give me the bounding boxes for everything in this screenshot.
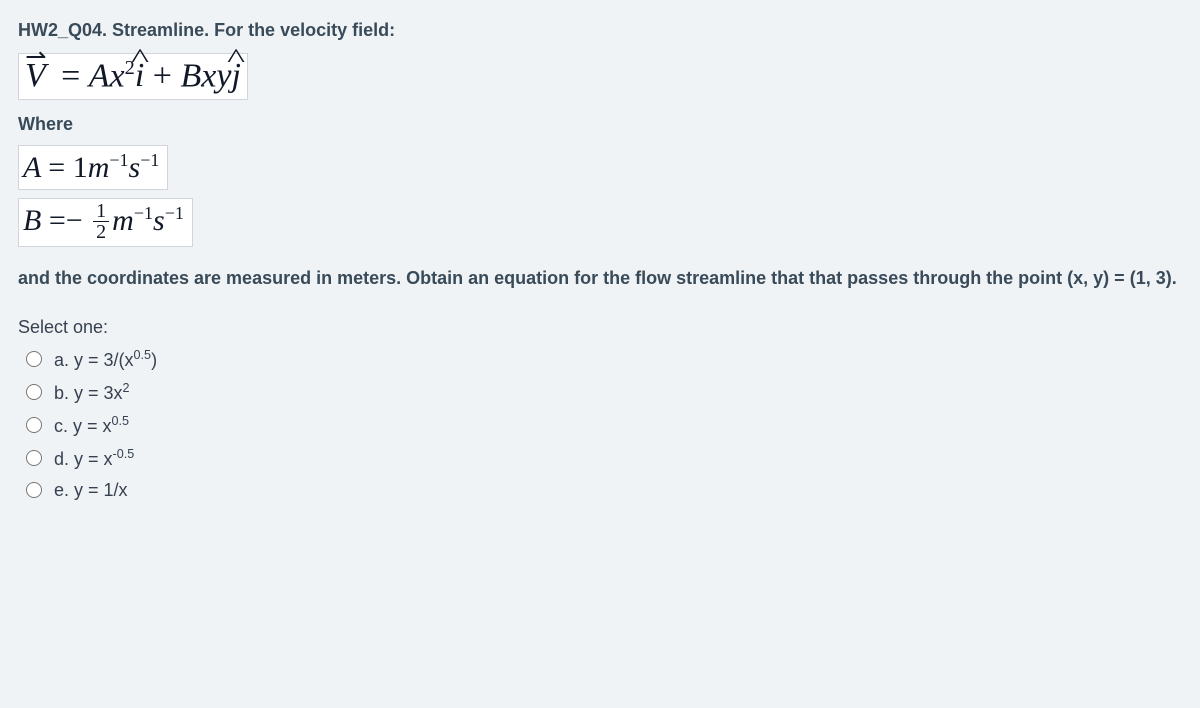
option-c-label: c. y = x0.5 bbox=[54, 414, 129, 437]
option-a-label: a. y = 3/(x0.5) bbox=[54, 348, 157, 371]
velocity-equation: V = Ax2i + Bxyj bbox=[18, 53, 248, 100]
constant-b: B =− 12m−1s−1 bbox=[18, 198, 193, 247]
option-d[interactable]: d. y = x-0.5 bbox=[26, 447, 1182, 470]
select-one-label: Select one: bbox=[18, 317, 1182, 338]
where-label: Where bbox=[18, 114, 1182, 135]
radio-b[interactable] bbox=[26, 384, 42, 400]
radio-c[interactable] bbox=[26, 417, 42, 433]
option-c[interactable]: c. y = x0.5 bbox=[26, 414, 1182, 437]
constant-a: A = 1m−1s−1 bbox=[18, 145, 168, 190]
option-e-label: e. y = 1/x bbox=[54, 480, 128, 501]
radio-e[interactable] bbox=[26, 482, 42, 498]
radio-d[interactable] bbox=[26, 450, 42, 466]
radio-a[interactable] bbox=[26, 351, 42, 367]
instruction-text: and the coordinates are measured in mete… bbox=[18, 265, 1178, 291]
question-title: HW2_Q04. Streamline. For the velocity fi… bbox=[18, 20, 1182, 41]
option-a[interactable]: a. y = 3/(x0.5) bbox=[26, 348, 1182, 371]
option-e[interactable]: e. y = 1/x bbox=[26, 480, 1182, 501]
options-group: a. y = 3/(x0.5) b. y = 3x2 c. y = x0.5 d… bbox=[18, 348, 1182, 501]
option-d-label: d. y = x-0.5 bbox=[54, 447, 134, 470]
option-b[interactable]: b. y = 3x2 bbox=[26, 381, 1182, 404]
option-b-label: b. y = 3x2 bbox=[54, 381, 130, 404]
